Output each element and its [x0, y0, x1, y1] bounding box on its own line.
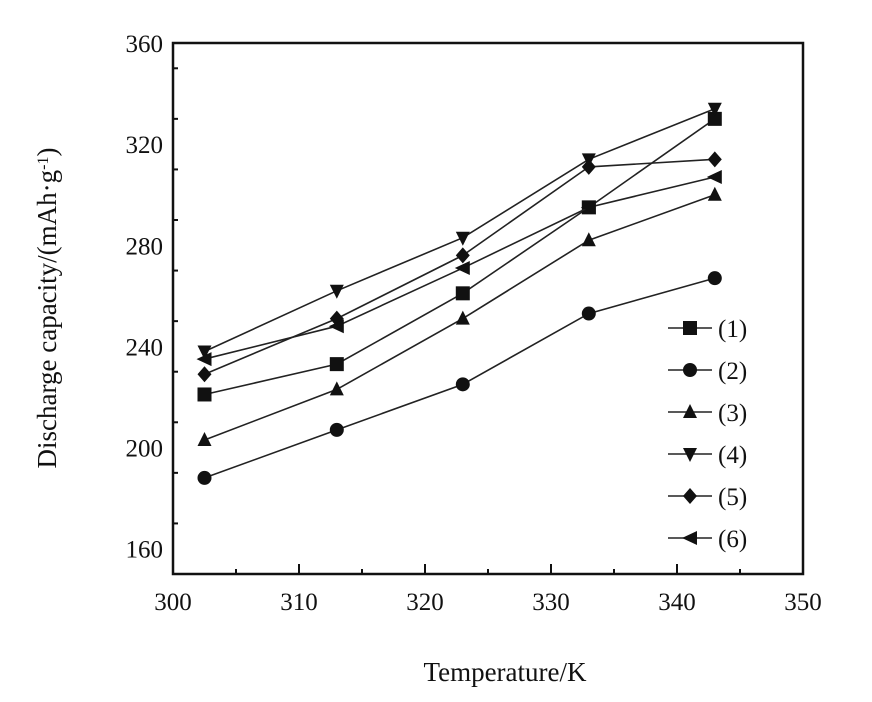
y-axis-title-superscript: -1: [35, 157, 52, 170]
series-2-point: [455, 377, 470, 392]
series-4-point: [197, 345, 212, 360]
series-4-point: [455, 231, 470, 246]
y-tick-label: 160: [126, 537, 164, 564]
y-axis-ticks: 160 200 240 280 320 360: [126, 31, 178, 575]
legend-item-3: (3): [668, 400, 747, 427]
series-2-point: [581, 306, 596, 321]
legend-marker: [683, 321, 697, 335]
series-3-point: [197, 431, 212, 446]
y-axis-title: Discharge capacity/(mAh·g-1): [32, 148, 62, 469]
series-1-point: [707, 111, 722, 126]
series-5-point: [581, 158, 596, 175]
y-tick-label: 240: [126, 334, 164, 361]
series-6-point: [196, 352, 212, 367]
legend-marker: [683, 404, 697, 418]
series-layer: [196, 102, 722, 485]
series-4-point: [707, 102, 722, 117]
series-4-line: [204, 108, 716, 353]
series-6: [196, 170, 722, 367]
series-6-point: [706, 170, 722, 185]
y-tick-label: 200: [126, 436, 164, 463]
legend-marker: [683, 488, 697, 504]
series-5-point: [197, 366, 212, 383]
series-2-point: [707, 271, 722, 286]
x-tick-label: 350: [784, 589, 822, 616]
x-tick-label: 310: [280, 589, 318, 616]
legend-item-4: (4): [668, 442, 747, 469]
x-tick-label: 320: [406, 589, 444, 616]
series-6-point: [454, 261, 470, 276]
legend-marker: [683, 448, 697, 462]
legend-label: (6): [718, 526, 747, 553]
x-tick-label: 330: [532, 589, 570, 616]
legend-item-1: (1): [668, 316, 747, 343]
legend-label: (1): [718, 316, 747, 343]
series-2-line: [204, 277, 716, 479]
series-5-point: [707, 151, 722, 168]
legend-label: (5): [718, 484, 747, 511]
y-tick-label: 360: [126, 31, 164, 58]
series-1-point: [455, 286, 470, 301]
y-tick-label: 320: [126, 132, 164, 159]
legend-marker: [683, 363, 697, 377]
legend-label: (3): [718, 400, 747, 427]
x-axis-title: Temperature/K: [423, 657, 587, 687]
series-2: [197, 271, 722, 485]
series-3-point: [455, 310, 470, 325]
legend-item-2: (2): [668, 358, 747, 385]
y-axis-title-end: ): [32, 148, 62, 157]
x-axis-ticks: 300 310 320 330 340 350: [154, 564, 822, 616]
legend-item-5: (5): [668, 484, 747, 511]
series-1-point: [329, 357, 344, 372]
series-3-point: [581, 232, 596, 247]
series-6-point: [328, 319, 344, 334]
legend: (1) (2) (3) (4) (5) (6): [668, 316, 747, 553]
legend-label: (4): [718, 442, 747, 469]
series-1-point: [197, 387, 212, 402]
series-4: [197, 102, 722, 360]
series-5-point: [455, 247, 470, 264]
series-6-point: [580, 200, 596, 215]
series-3: [197, 186, 722, 446]
series-2-point: [329, 422, 344, 437]
series-4-point: [329, 284, 344, 299]
y-tick-label: 280: [126, 233, 164, 260]
legend-marker: [682, 531, 697, 545]
x-tick-label: 340: [658, 589, 696, 616]
series-3-point: [329, 381, 344, 396]
series-2-point: [197, 470, 212, 485]
x-tick-label: 300: [154, 589, 192, 616]
y-axis-title-main: Discharge capacity/(mAh·g: [32, 170, 62, 469]
legend-item-6: (6): [668, 526, 747, 553]
legend-label: (2): [718, 358, 747, 385]
series-3-point: [707, 186, 722, 201]
